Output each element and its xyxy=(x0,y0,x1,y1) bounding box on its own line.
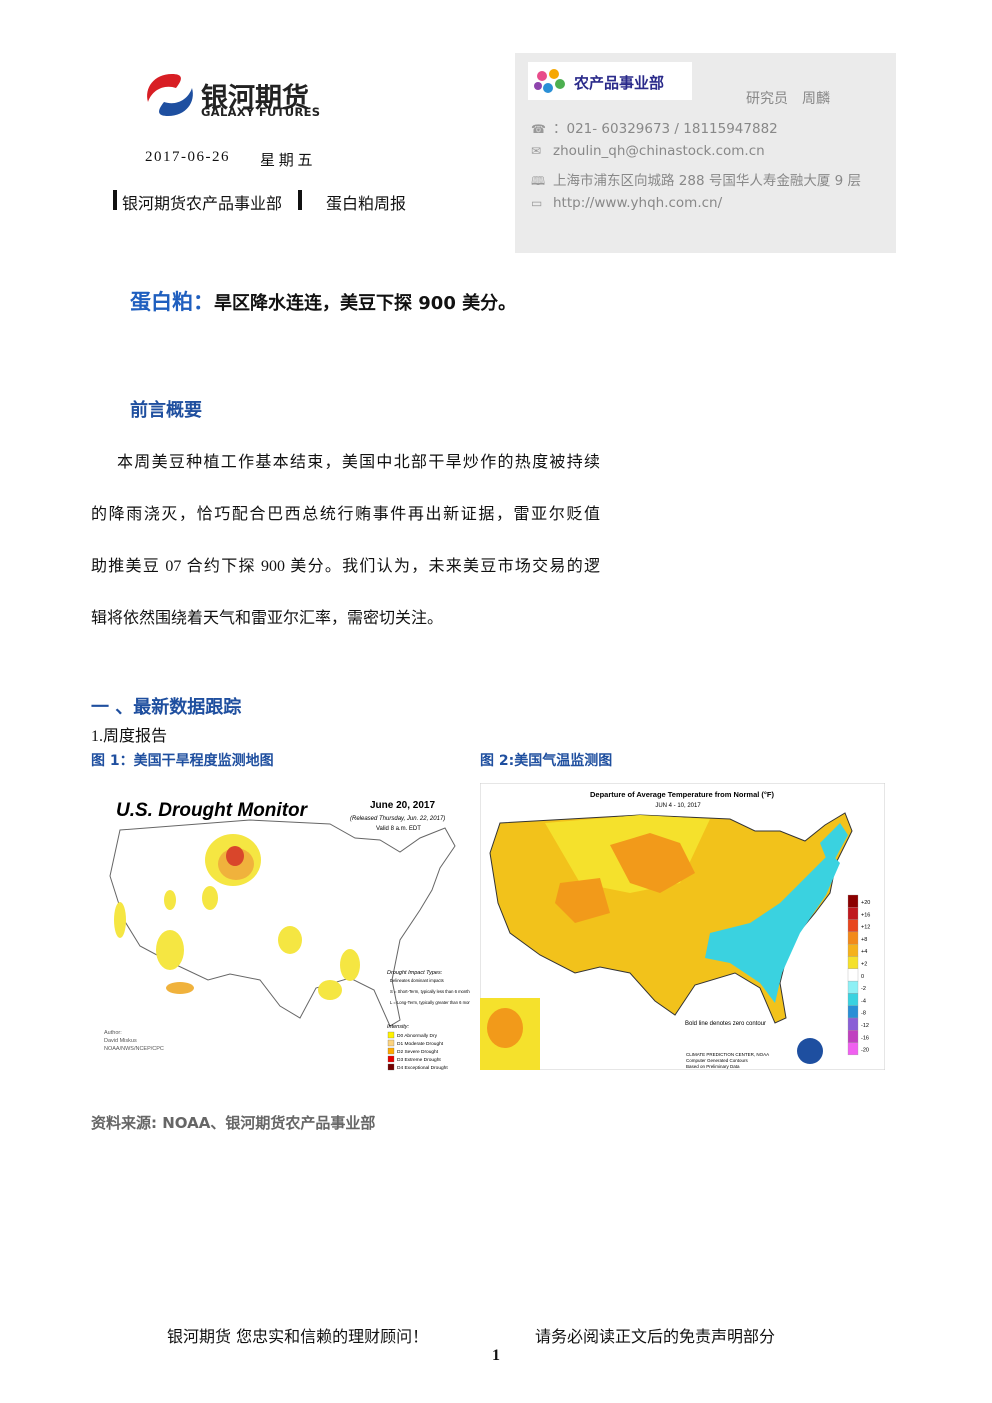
credit-line: Computer Generated Contours xyxy=(686,1058,749,1063)
legend-label: D2 Severe Drought xyxy=(397,1049,439,1055)
credit-line: Based on Preliminary Data xyxy=(686,1064,740,1069)
scale-swatch xyxy=(847,931,859,945)
map-valid: Valid 8 a.m. EDT xyxy=(376,826,421,832)
scale-label: -20 xyxy=(861,1048,869,1054)
scale-swatch xyxy=(847,907,859,920)
headline-text: 旱区降水连连，美豆下探 900 美分。 xyxy=(214,293,517,314)
legend-label: D1 Moderate Drought xyxy=(397,1041,444,1047)
page-number: 1 xyxy=(492,1347,500,1364)
phone: ：021- 60329673 / 18115947882 xyxy=(553,121,778,137)
logo-en: GALAXY FUTURES xyxy=(201,105,321,119)
badge: 农产品事业部 xyxy=(528,62,692,100)
headline: 蛋白粕：旱区降水连连，美豆下探 900 美分。 xyxy=(130,286,516,316)
scale-swatch xyxy=(847,1017,859,1031)
scale-swatch xyxy=(847,1030,859,1043)
scale-label: -2 xyxy=(861,986,866,992)
map-released: (Released Thursday, Jun. 22, 2017) xyxy=(350,816,445,822)
author: David Miskus xyxy=(104,1038,137,1044)
scale-swatch xyxy=(847,894,859,908)
badge-text: 农产品事业部 xyxy=(574,74,665,92)
bar xyxy=(298,190,302,210)
intensity-heading: Intensity: xyxy=(387,1024,409,1030)
scale-label: +16 xyxy=(861,912,870,918)
researcher: 研究员 周麟 xyxy=(746,91,830,107)
scale-swatch xyxy=(847,993,859,1006)
source: 资料来源: NOAA、银河期货农产品事业部 xyxy=(91,1114,376,1132)
report-name: 蛋白粕周报 xyxy=(326,194,407,213)
temperature-map: Departure of Average Temperature from No… xyxy=(480,783,885,1070)
department: 银河期货农产品事业部 xyxy=(122,194,283,213)
legend-swatch xyxy=(387,1039,395,1047)
email-row: ✉ zhoulin_qh@chinastock.com.cn xyxy=(531,143,765,159)
scale-swatch xyxy=(847,944,859,957)
address-row: 🕮 上海市浦东区向城路 288 号国华人寿金融大厦 9 层 xyxy=(531,173,862,189)
scale-label: +8 xyxy=(861,937,867,943)
map-date: JUN 4 - 10, 2017 xyxy=(655,803,701,809)
legend-label: D4 Exceptional Drought xyxy=(397,1065,448,1071)
impact-item: Delineates dominant impacts xyxy=(390,978,444,983)
legend-label: D3 Extreme Drought xyxy=(397,1057,441,1063)
scale-label: 0 xyxy=(861,974,864,980)
phone-row: ☎ ：021- 60329673 / 18115947882 xyxy=(531,121,778,137)
scale-swatch xyxy=(847,1005,859,1019)
scale-label: -12 xyxy=(861,1023,869,1029)
weekday: 星 期 五 xyxy=(260,153,313,169)
scale-swatch xyxy=(847,980,859,994)
legend-swatch xyxy=(387,1063,395,1071)
headline-label: 蛋白粕： xyxy=(130,290,214,314)
subheading: 1.周度报告 xyxy=(91,728,168,745)
scale-label: -8 xyxy=(861,1011,866,1017)
scale-swatch xyxy=(847,968,859,982)
url-row: ▭ http://www.yhqh.com.cn/ xyxy=(531,195,723,211)
legend-swatch xyxy=(387,1047,395,1055)
scale-label: +20 xyxy=(861,900,870,906)
credit-line: CLIMATE PREDICTION CENTER, NOAA xyxy=(686,1052,769,1057)
scale-label: -4 xyxy=(861,998,866,1004)
map-title: Departure of Average Temperature from No… xyxy=(590,790,775,799)
map-date: June 20, 2017 xyxy=(370,800,435,811)
drought-map: U.S. Drought Monitor June 20, 2017 (Rele… xyxy=(100,780,470,1072)
url: http://www.yhqh.com.cn/ xyxy=(553,195,723,211)
legend-swatch xyxy=(387,1055,395,1063)
legend-swatch xyxy=(387,1031,395,1039)
figure-caption: 图 1：美国干旱程度监测地图 xyxy=(91,753,274,769)
scale-label: +2 xyxy=(861,962,867,968)
paragraph-line: 本周美豆种植工作基本结束，美国中北部干旱炒作的热度被持续 xyxy=(117,454,600,471)
paragraph-line: 辑将依然围绕着天气和雷亚尔汇率，需密切关注。 xyxy=(91,610,444,627)
map-note: Bold line denotes zero contour xyxy=(685,1021,766,1027)
scale-label: +4 xyxy=(861,949,867,955)
impact-item: S = Short-Term, typically less than 6 mo… xyxy=(390,989,470,994)
logo-cn: 银河期货 xyxy=(201,83,309,114)
footer-right: 请务必阅读正文后的免责声明部分 xyxy=(535,1327,776,1346)
scale-label: -16 xyxy=(861,1035,869,1041)
intro-heading: 前言概要 xyxy=(130,400,202,421)
badge-icon xyxy=(534,69,565,93)
noaa-logo xyxy=(797,1038,823,1064)
figure-caption: 图 2:美国气温监测图 xyxy=(480,753,613,769)
paragraph-line: 助推美豆 07 合约下探 900 美分。我们认为，未来美豆市场交易的逻 xyxy=(91,558,600,575)
scale-swatch xyxy=(847,956,859,969)
footer-left: 银河期货 您忠实和信赖的理财顾问！ xyxy=(167,1327,429,1346)
paragraph-line: 的降雨浇灭，恰巧配合巴西总统行贿事件再出新证据，雷亚尔贬值 xyxy=(91,506,600,523)
email: zhoulin_qh@chinastock.com.cn xyxy=(553,143,765,159)
bar xyxy=(113,190,117,210)
logo-icon xyxy=(147,74,193,116)
scale-label: +12 xyxy=(861,925,870,931)
contact-box: 农产品事业部 研究员 周麟 ☎ ：021- 60329673 / 18115947… xyxy=(515,53,896,253)
map-title: U.S. Drought Monitor xyxy=(116,800,309,821)
impact-item: L = Long-Term, typically greater than 6 … xyxy=(390,1000,470,1005)
author-heading: Author: xyxy=(104,1030,122,1036)
legend-label: D0 Abnormally Dry xyxy=(397,1033,438,1039)
address: 上海市浦东区向城路 288 号国华人寿金融大厦 9 层 xyxy=(553,173,862,189)
scale-swatch xyxy=(847,1042,859,1056)
impact-heading: Drought Impact Types: xyxy=(387,970,443,976)
scale-swatch xyxy=(847,919,859,933)
agency: NOAA/NWS/NCEP/CPC xyxy=(104,1046,164,1052)
date: 2017-06-26 xyxy=(145,149,230,165)
section-heading: 一 、最新数据跟踪 xyxy=(91,697,242,718)
